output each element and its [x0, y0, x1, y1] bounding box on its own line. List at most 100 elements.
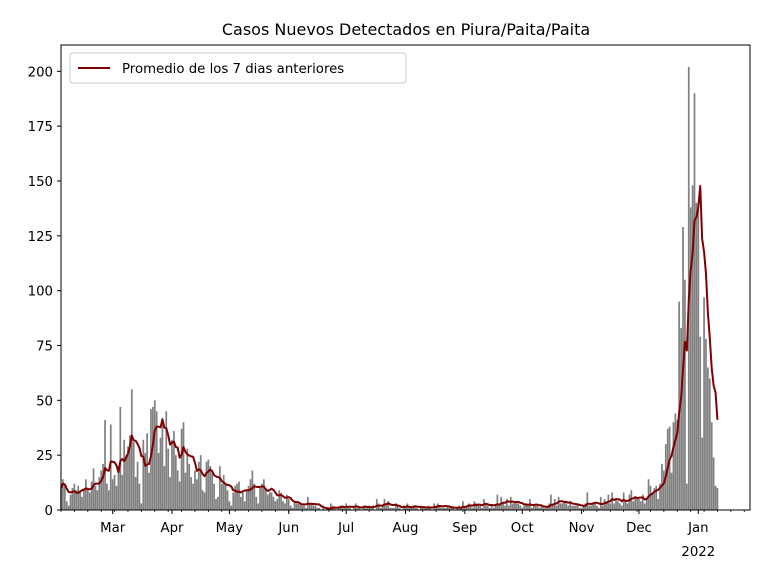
- case-bar: [475, 503, 478, 510]
- case-bar: [538, 507, 541, 510]
- case-bar: [559, 503, 562, 510]
- case-bar: [203, 492, 206, 510]
- case-bar: [576, 503, 579, 510]
- case-bar: [557, 496, 560, 510]
- case-bar: [121, 474, 124, 510]
- case-bar: [613, 503, 615, 510]
- case-bar: [617, 501, 619, 510]
- case-bar: [490, 505, 493, 510]
- case-bar: [171, 439, 173, 510]
- case-bar: [620, 505, 623, 510]
- case-bar: [238, 481, 240, 510]
- case-bar: [245, 490, 248, 510]
- case-bar: [703, 297, 705, 510]
- moving-average-line: [60, 185, 719, 510]
- case-bar: [563, 501, 566, 510]
- case-bar: [356, 507, 359, 510]
- case-bar: [502, 503, 504, 510]
- case-bar: [414, 505, 416, 510]
- case-bar: [504, 505, 506, 510]
- x-tick-label: Nov: [569, 521, 595, 536]
- case-bar: [716, 488, 719, 510]
- case-bar: [439, 505, 441, 510]
- case-bar: [523, 505, 526, 510]
- case-bar: [174, 455, 177, 510]
- case-bar: [88, 492, 91, 510]
- case-bar: [511, 503, 514, 510]
- x-tick-label: Dec: [626, 521, 652, 536]
- case-bar: [220, 483, 223, 510]
- case-bar: [582, 505, 585, 510]
- y-tick-label: 75: [36, 339, 53, 354]
- y-tick-label: 50: [36, 394, 53, 409]
- chart-title: Casos Nuevos Detectados en Piura/Paita/P…: [222, 20, 590, 39]
- case-bar: [322, 507, 325, 510]
- case-bar: [155, 411, 158, 510]
- case-bar: [708, 378, 711, 510]
- case-bar: [73, 483, 76, 510]
- case-bar: [663, 470, 665, 510]
- case-bar: [92, 468, 95, 510]
- case-bar: [333, 507, 336, 510]
- case-bar: [75, 490, 78, 510]
- case-bar: [163, 466, 166, 510]
- case-bar: [672, 422, 675, 510]
- case-bar: [276, 499, 279, 510]
- case-bar: [182, 422, 185, 510]
- case-bar: [601, 505, 604, 510]
- case-bar: [194, 470, 196, 510]
- case-bar: [255, 496, 258, 510]
- case-bar: [674, 413, 677, 510]
- case-bar: [463, 507, 466, 510]
- case-bar: [69, 494, 72, 510]
- case-bar: [349, 507, 351, 510]
- case-bar: [640, 501, 642, 510]
- case-bar: [79, 492, 81, 510]
- x-tick-label: Sep: [452, 521, 477, 536]
- case-bar: [86, 488, 89, 510]
- case-bar: [130, 389, 133, 510]
- case-bar: [684, 279, 686, 510]
- case-bar: [649, 485, 652, 510]
- case-bar: [295, 503, 298, 510]
- case-bar: [611, 492, 614, 510]
- case-bar: [425, 507, 428, 510]
- case-bar: [119, 406, 122, 510]
- case-bar: [316, 507, 319, 510]
- case-bar: [381, 505, 384, 510]
- case-bar: [486, 505, 489, 510]
- case-bar: [215, 499, 217, 510]
- case-bar: [318, 507, 321, 510]
- case-bar: [670, 472, 673, 510]
- case-bar: [144, 452, 147, 510]
- case-bar: [100, 470, 103, 510]
- case-bar: [257, 503, 259, 510]
- case-bar: [253, 483, 256, 510]
- case-bar: [146, 433, 148, 510]
- case-bar: [555, 505, 558, 510]
- case-bar: [90, 481, 93, 510]
- case-bar: [542, 507, 545, 510]
- case-bar: [705, 338, 707, 510]
- case-bar: [385, 505, 388, 510]
- case-bar: [462, 501, 464, 510]
- case-bar: [366, 507, 369, 510]
- x-tick-label: Mar: [100, 521, 126, 536]
- case-bar: [205, 461, 208, 510]
- case-bar: [498, 505, 501, 510]
- case-bar: [408, 507, 411, 510]
- case-bar: [521, 507, 524, 510]
- case-bar: [446, 505, 449, 510]
- case-bar: [532, 505, 535, 510]
- case-bar: [117, 466, 120, 510]
- case-bar: [506, 499, 508, 510]
- case-bar: [249, 479, 252, 510]
- case-bar: [134, 477, 137, 510]
- case-bar: [578, 507, 581, 510]
- case-bar: [584, 503, 587, 510]
- case-bar: [96, 490, 99, 510]
- case-bar: [222, 474, 225, 510]
- case-bar: [94, 485, 97, 510]
- case-bar: [303, 505, 305, 510]
- case-bar: [655, 485, 658, 510]
